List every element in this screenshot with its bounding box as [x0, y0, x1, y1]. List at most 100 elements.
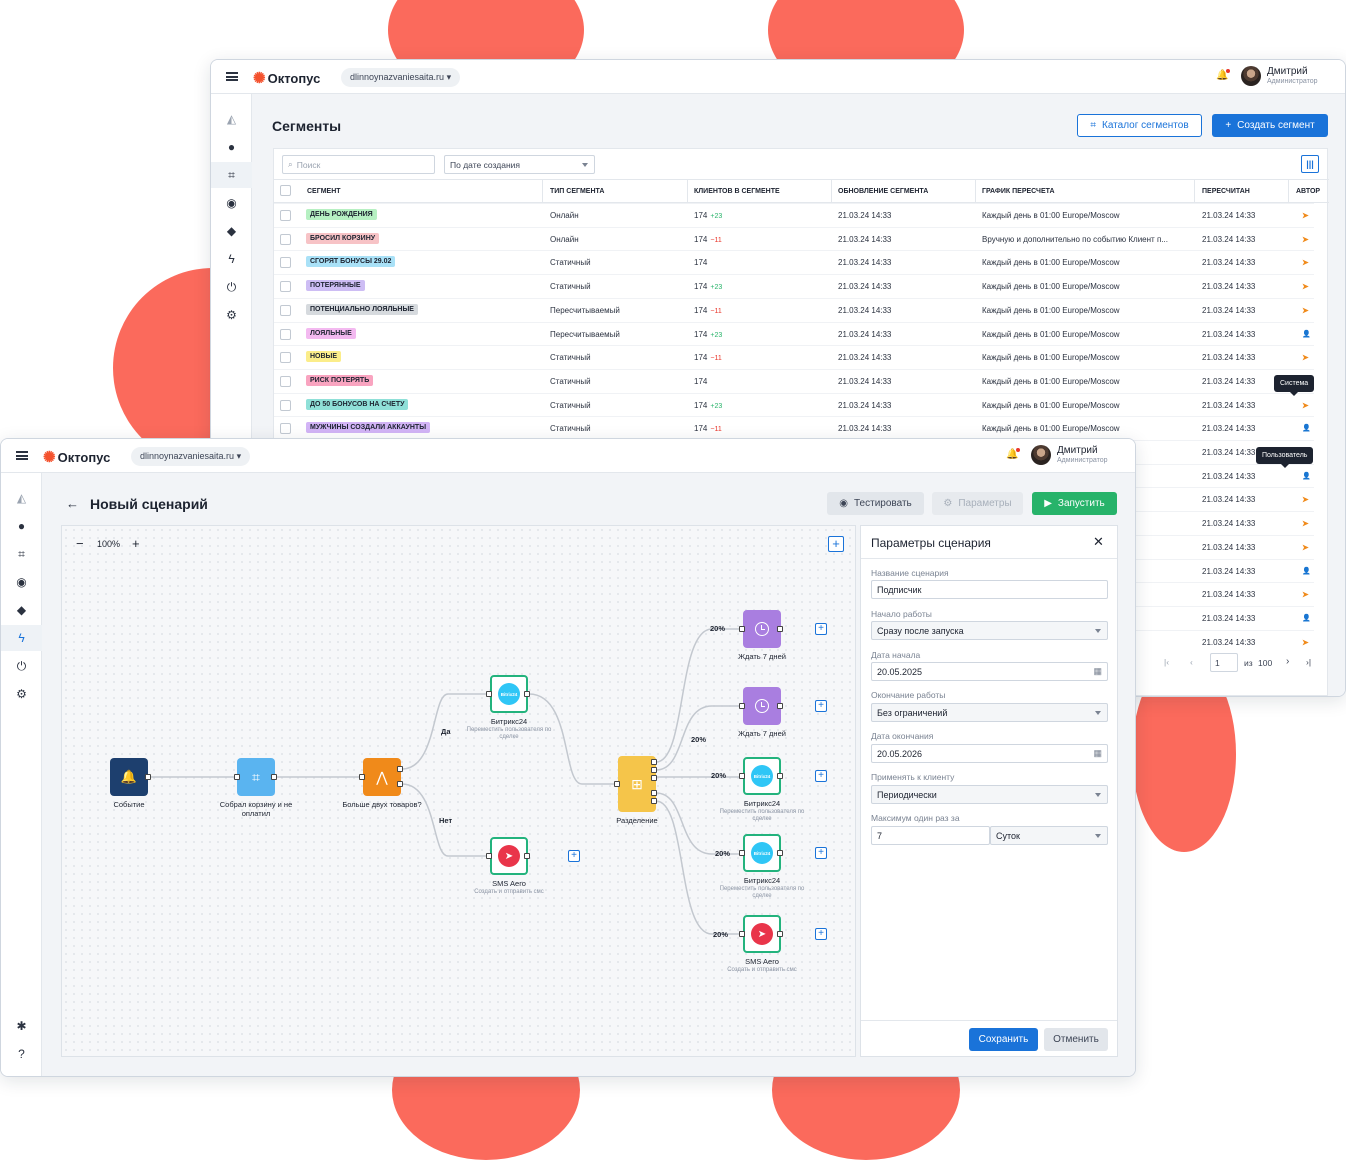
catalog-button[interactable]: ⌗ Каталог сегментов — [1077, 114, 1202, 137]
plug-icon[interactable]: ⏻ — [226, 279, 237, 294]
table-row[interactable]: БРОСИЛ КОРЗИНУ Онлайн 174 −11 21.03.24 14:33… — [274, 226, 1314, 251]
input-port[interactable] — [486, 853, 492, 859]
bell-icon[interactable]: 🔔 — [1006, 448, 1021, 460]
search-input[interactable]: ⌕ Поиск — [282, 155, 435, 174]
input-port[interactable] — [359, 774, 365, 780]
user-icon[interactable]: 👤 — [1302, 330, 1311, 338]
users-icon[interactable]: ● — [227, 140, 236, 154]
add-node-button[interactable]: + — [815, 623, 827, 635]
users-icon[interactable]: ● — [17, 519, 26, 533]
domain-selector[interactable]: dlinnoynazvaniesaita.ru ▾ — [131, 447, 251, 466]
bitrix-node[interactable]: Bitrix24 — [743, 757, 781, 795]
row-checkbox[interactable] — [280, 375, 291, 387]
prev-page-icon[interactable]: ‹ — [1190, 657, 1193, 667]
add-node-button[interactable]: + — [568, 850, 580, 862]
date-end-input[interactable]: 20.05.2026 ▦ — [871, 744, 1108, 763]
table-row[interactable]: РИСК ПОТЕРЯТЬ Статичный 174 21.03.24 14:33 К… — [274, 368, 1314, 393]
system-icon[interactable]: ➤ — [1302, 519, 1309, 529]
output-port[interactable] — [651, 759, 657, 765]
table-row[interactable]: МУЖЧИНЫ СОЗДАЛИ АККАУНТЫ Статичный 174 −11 2… — [274, 416, 1314, 440]
target-icon[interactable]: ◉ — [226, 196, 237, 210]
page-input[interactable]: 1 — [1210, 653, 1238, 672]
target-icon[interactable]: ◉ — [16, 575, 27, 589]
output-port[interactable] — [777, 850, 783, 856]
col-type[interactable]: Тип сегмента — [550, 188, 605, 195]
add-node-button[interactable]: + — [815, 700, 827, 712]
condition-node[interactable]: ⋀ — [363, 758, 401, 796]
end-select[interactable]: Без ограничений — [871, 703, 1108, 722]
bitrix-node[interactable]: Bitrix24 — [490, 675, 528, 713]
user-icon[interactable]: 👤 — [1302, 567, 1311, 575]
max-unit-select[interactable]: Суток — [990, 826, 1108, 845]
system-icon[interactable]: ➤ — [1302, 637, 1309, 647]
domain-selector[interactable]: dlinnoynazvaniesaita.ru ▾ — [341, 68, 461, 87]
run-button[interactable]: ▶ Запустить — [1032, 492, 1117, 515]
row-checkbox[interactable] — [280, 281, 291, 293]
add-node-button[interactable]: + — [828, 536, 844, 552]
output-port[interactable] — [524, 691, 530, 697]
segments-icon[interactable]: ⌗ — [18, 546, 25, 561]
calendar-icon[interactable]: ▦ — [1093, 666, 1102, 676]
save-button[interactable]: Сохранить — [969, 1028, 1038, 1051]
system-icon[interactable]: ➤ — [1302, 258, 1309, 268]
segment-tag[interactable]: НОВЫЕ — [306, 351, 342, 363]
sms-node[interactable]: ➤ — [490, 837, 528, 875]
zoom-out-button[interactable]: − — [76, 536, 84, 551]
sort-select[interactable]: По дате создания — [444, 155, 595, 174]
system-icon[interactable]: ➤ — [1302, 305, 1309, 315]
test-button[interactable]: ◉ Тестировать — [827, 492, 924, 515]
create-segment-button[interactable]: + Создать сегмент — [1212, 114, 1328, 137]
output-port-no[interactable] — [397, 781, 403, 787]
col-updated[interactable]: Обновление сегмента — [838, 188, 929, 195]
input-port[interactable] — [739, 850, 745, 856]
flow-canvas[interactable]: − 100% + + 🔔 Событие ⌗ Собрал корзину и … — [61, 525, 856, 1057]
gear-icon[interactable]: ⚙ — [16, 687, 27, 701]
output-port[interactable] — [524, 853, 530, 859]
input-port[interactable] — [614, 781, 620, 787]
wait-node[interactable] — [743, 687, 781, 725]
row-checkbox[interactable] — [280, 257, 291, 269]
select-all-checkbox[interactable] — [280, 185, 291, 196]
table-row[interactable]: ДО 50 БОНУСОВ НА СЧЕТУ Статичный 174 +23 21.… — [274, 392, 1314, 417]
back-arrow-icon[interactable]: ← — [66, 496, 79, 511]
bug-icon[interactable]: ✱ — [16, 1019, 27, 1033]
output-port[interactable] — [777, 626, 783, 632]
system-icon[interactable]: ➤ — [1302, 353, 1309, 363]
table-row[interactable]: ПОТЕНЦИАЛЬНО ЛОЯЛЬНЫЕ Пересчитываемый 174−… — [274, 297, 1314, 322]
help-icon[interactable]: ? — [18, 1047, 25, 1061]
output-port[interactable] — [651, 775, 657, 781]
add-node-button[interactable]: + — [815, 770, 827, 782]
user-menu[interactable]: Дмитрий Администратор — [1031, 445, 1108, 465]
output-port[interactable] — [777, 773, 783, 779]
system-icon[interactable]: ➤ — [1302, 400, 1309, 410]
gear-icon[interactable]: ⚙ — [226, 308, 237, 322]
col-recalc[interactable]: Пересчитан — [1202, 188, 1250, 195]
date-start-input[interactable]: 20.05.2025 ▦ — [871, 662, 1108, 681]
sms-node[interactable]: ➤ — [743, 915, 781, 953]
zoom-in-button[interactable]: + — [132, 536, 140, 551]
row-checkbox[interactable] — [280, 399, 291, 411]
col-clients[interactable]: Клиентов в сегменте — [694, 188, 780, 195]
col-author[interactable]: Автор — [1296, 188, 1321, 195]
user-menu[interactable]: Дмитрий Администратор — [1241, 66, 1318, 86]
segment-tag[interactable]: ЛОЯЛЬНЫЕ — [306, 327, 356, 339]
wait-node[interactable] — [743, 610, 781, 648]
tag-icon[interactable]: ◆ — [226, 224, 237, 238]
plug-icon[interactable]: ⏻ — [16, 658, 27, 673]
bitrix-node[interactable]: Bitrix24 — [743, 834, 781, 872]
cancel-button[interactable]: Отменить — [1044, 1028, 1108, 1051]
cart-node[interactable]: ⌗ — [237, 758, 275, 796]
output-port-yes[interactable] — [397, 766, 403, 772]
segment-tag[interactable]: ПОТЕНЦИАЛЬНО ЛОЯЛЬНЫЕ — [306, 303, 418, 315]
user-icon[interactable]: 👤 — [1302, 614, 1311, 622]
col-schedule[interactable]: График пересчета — [982, 188, 1055, 195]
logo[interactable]: ✺ Октопус — [253, 69, 320, 87]
segment-tag[interactable]: ДЕНЬ РОЖДЕНИЯ — [306, 209, 377, 220]
apply-select[interactable]: Периодически — [871, 785, 1108, 804]
table-row[interactable]: СГОРЯТ БОНУСЫ 29.02 Статичный 174 21.03.24 … — [274, 250, 1314, 274]
system-icon[interactable]: ➤ — [1302, 542, 1309, 552]
segment-tag[interactable]: РИСК ПОТЕРЯТЬ — [306, 374, 374, 386]
start-select[interactable]: Сразу после запуска — [871, 621, 1108, 640]
input-port[interactable] — [739, 703, 745, 709]
dashboard-icon[interactable]: ◭ — [16, 491, 27, 505]
